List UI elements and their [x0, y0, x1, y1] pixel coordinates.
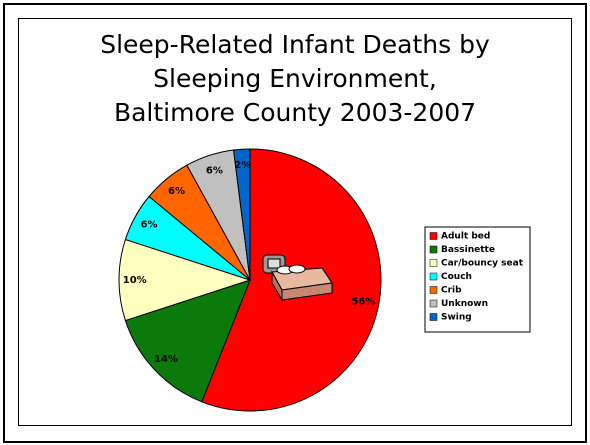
data-label: 6% [168, 186, 185, 197]
legend-label: Adult bed [441, 232, 490, 242]
data-label: 56% [351, 297, 375, 308]
legend-swatch [429, 259, 438, 267]
data-label: 10% [123, 275, 147, 286]
pie [118, 148, 382, 412]
chart-title: Sleep-Related Infant Deaths by Sleeping … [100, 30, 490, 127]
legend-label: Bassinette [441, 245, 495, 255]
slide-border [18, 18, 572, 426]
data-label: 6% [206, 165, 223, 176]
legend-swatch [429, 313, 438, 321]
data-label: 14% [154, 354, 178, 365]
pie-slice [233, 148, 251, 281]
legend-label: Couch [441, 272, 472, 282]
bed-icon [262, 254, 333, 302]
legend-swatch [429, 272, 438, 281]
pie-slice [118, 238, 252, 322]
legend-label: Car/bouncy seat [441, 259, 524, 269]
data-label: 2% [234, 160, 251, 171]
legend [424, 226, 531, 333]
legend-swatch [429, 245, 438, 254]
outer-frame [3, 3, 587, 443]
data-labels: 56% 14% 10% 6% 6% 6% 2% [123, 160, 375, 365]
legend-label: Crib [441, 286, 462, 296]
legend-swatch [429, 299, 438, 308]
legend-swatch [429, 232, 438, 240]
legend-label: Unknown [441, 299, 488, 309]
legend-label: Swing [441, 313, 472, 323]
legend-swatch [429, 286, 438, 294]
data-label: 6% [140, 219, 157, 230]
legend-entries: Adult bed Bassinette Car/bouncy seat Couch C… [429, 232, 524, 323]
